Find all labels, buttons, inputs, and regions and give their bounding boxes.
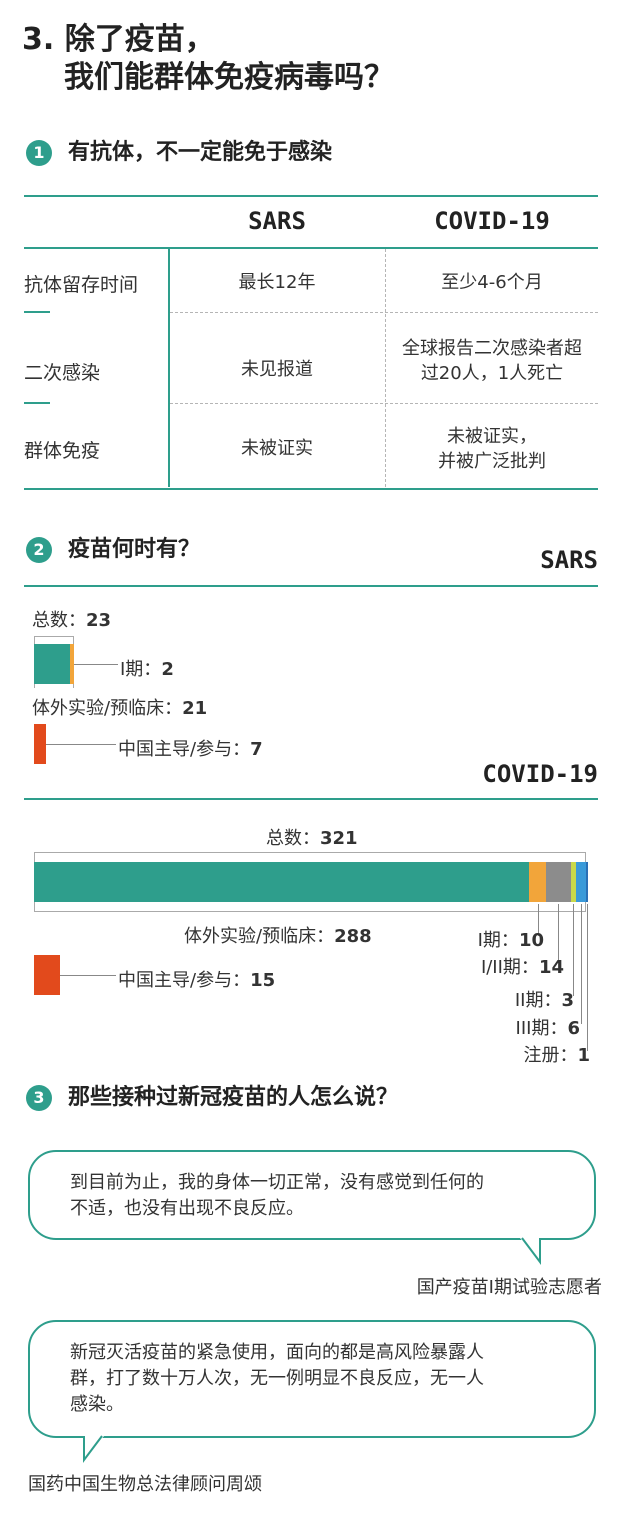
page-title-line2: 我们能群体免疫病毒吗？ <box>64 60 394 95</box>
section2-heading: 疫苗何时有？ <box>68 537 201 562</box>
row-label-herd-immunity: 群体免疫 <box>24 440 101 462</box>
quote-text-line1: 新冠灭活疫苗的紧急使用，面向的都是高风险暴露人 <box>70 1342 484 1363</box>
row-separator-dash <box>24 311 50 313</box>
column-header-covid: COVID-19 <box>434 207 550 235</box>
covid-china-leader-line <box>60 975 116 976</box>
covid-bar-phase2-leader <box>573 904 575 996</box>
covid-bracket-bottom <box>34 911 586 912</box>
quote-bubble-tail <box>83 1435 104 1463</box>
cell-sars-herd-immunity: 未被证实 <box>241 438 313 459</box>
table-row-divider <box>170 403 598 404</box>
section3-heading: 那些接种过新冠疫苗的人怎么说？ <box>68 1085 399 1110</box>
sars-total-label: 总数：23 <box>32 610 112 631</box>
covid-registered-value: 1 <box>577 1045 590 1066</box>
table-header-rule <box>24 247 598 249</box>
quote-text-line2: 不适，也没有出现不良反应。 <box>70 1198 304 1219</box>
covid-phase3-label: III期：6 <box>515 1018 580 1039</box>
covid-total-value: 321 <box>320 828 358 849</box>
section2-number-badge: 2 <box>26 537 52 563</box>
covid-chart-rule <box>24 798 598 800</box>
covid-bar-phase3 <box>575 862 586 902</box>
quote-bubble-tail <box>520 1237 541 1265</box>
covid-phase1-value: 10 <box>518 930 544 951</box>
cell-covid-herd-immunity-line1: 未被证实， <box>447 426 537 447</box>
covid-bar-registered-leader <box>587 904 588 1051</box>
row-label-antibody-duration: 抗体留存时间 <box>24 274 139 296</box>
covid-bar-registered <box>586 862 588 902</box>
table-label-divider <box>168 249 170 487</box>
cell-covid-herd-immunity-line2: 并被广泛批判 <box>438 451 546 472</box>
table-row-divider <box>170 312 598 313</box>
cell-sars-antibody-duration: 最长12年 <box>238 272 316 293</box>
covid-phase1-2-value: 14 <box>538 957 564 978</box>
covid-phase1-2-label: I/II期：14 <box>480 957 564 978</box>
covid-bar-phase2 <box>570 862 576 902</box>
quote-text-line3: 感染。 <box>70 1394 124 1415</box>
covid-bar-phase1 <box>529 862 547 902</box>
covid-bar-phase1-leader <box>537 904 539 936</box>
covid-preclinical-label: 体外实验/预临床：288 <box>184 926 372 947</box>
covid-bar-preclinical <box>34 862 530 902</box>
section1-number-badge: 1 <box>26 140 52 166</box>
section3-number-badge: 3 <box>26 1085 52 1111</box>
covid-china-value: 15 <box>250 970 276 991</box>
cell-sars-reinfection: 未见报道 <box>241 359 313 380</box>
quote-bubble <box>28 1150 596 1240</box>
quote-text-line1: 到目前为止，我的身体一切正常，没有感觉到任何的 <box>70 1172 484 1193</box>
sars-china-leader-line <box>46 744 116 745</box>
sars-phase1-value: 2 <box>161 659 174 680</box>
table-column-divider <box>385 249 386 487</box>
covid-registered-label: 注册：1 <box>523 1045 590 1066</box>
covid-bar-phase1-2 <box>546 862 571 902</box>
section1-heading: 有抗体，不一定能免于感染 <box>68 140 333 165</box>
covid-preclinical-value: 288 <box>334 926 372 947</box>
sars-phase1-label: I期：2 <box>120 659 174 680</box>
row-separator-dash <box>24 402 50 404</box>
covid-phase1-label: I期：10 <box>477 930 544 951</box>
sars-preclinical-value: 21 <box>182 698 208 719</box>
covid-china-label: 中国主导/参与：15 <box>118 970 276 991</box>
table-bottom-rule <box>24 488 598 490</box>
sars-bar-preclinical <box>34 644 71 684</box>
covid-phase3-value: 6 <box>567 1018 580 1039</box>
sars-phase1-leader-line <box>73 664 118 665</box>
cell-covid-reinfection-line1: 全球报告二次感染者超 <box>402 338 582 359</box>
sars-total-value: 23 <box>86 610 112 631</box>
cell-covid-antibody-duration: 至少4-6个月 <box>441 272 543 293</box>
sars-bar-china-led <box>34 724 47 764</box>
quote-text-line2: 群，打了数十万人次，无一例明显不良反应，无一人 <box>70 1368 484 1389</box>
sars-chart-tag: SARS <box>540 546 598 574</box>
quote-bubble <box>28 1320 596 1438</box>
page-title-line1: 3. 除了疫苗， <box>22 22 215 57</box>
row-label-reinfection: 二次感染 <box>24 362 101 384</box>
sars-chart-rule <box>24 585 598 587</box>
sars-preclinical-label: 体外实验/预临床：21 <box>32 698 208 719</box>
covid-phase2-value: 3 <box>561 990 574 1011</box>
quote-source: 国产疫苗I期试验志愿者 <box>416 1277 602 1298</box>
covid-chart-tag: COVID-19 <box>482 760 598 788</box>
sars-china-value: 7 <box>250 739 263 760</box>
sars-china-label: 中国主导/参与：7 <box>118 739 263 760</box>
covid-total-bracket-top <box>34 852 586 853</box>
table-top-rule <box>24 195 598 197</box>
covid-bar-phase1-2-leader <box>558 904 560 963</box>
sars-bar-phase1 <box>70 644 74 684</box>
covid-total-label: 总数：321 <box>266 828 358 849</box>
column-header-sars: SARS <box>248 207 306 235</box>
covid-phase2-label: II期：3 <box>514 990 574 1011</box>
quote-source: 国药中国生物总法律顾问周颂 <box>28 1474 262 1495</box>
covid-bar-phase3-leader <box>580 904 582 1024</box>
covid-bar-china-led <box>34 955 60 995</box>
cell-covid-reinfection-line2: 过20人，1人死亡 <box>420 363 564 384</box>
